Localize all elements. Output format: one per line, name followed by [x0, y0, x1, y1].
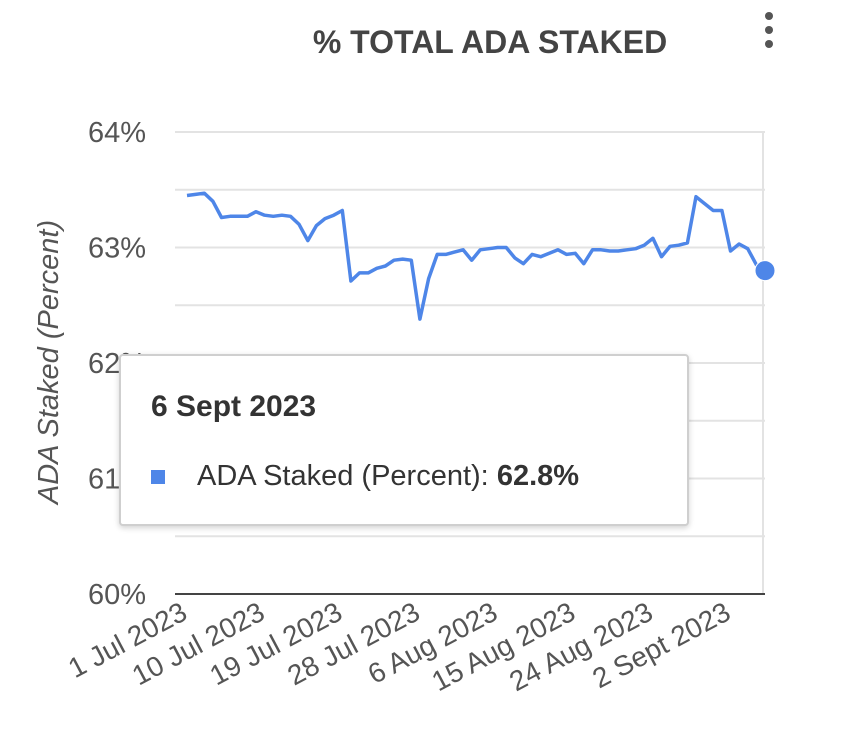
tooltip-value: 62.8% [496, 460, 580, 492]
y-axis-label: ADA Staked (Percent) [33, 220, 65, 506]
menu-dot [765, 12, 773, 20]
menu-dot [765, 26, 773, 34]
tooltip: 6 Sept 2023 ADA Staked (Percent): 62.8% [119, 354, 689, 526]
tooltip-row: ADA Staked (Percent): 62.8% [197, 460, 579, 493]
y-tick-label: 64% [88, 117, 146, 149]
series-swatch [151, 470, 165, 484]
tooltip-series-label: ADA Staked (Percent): [197, 460, 497, 492]
y-tick-label: 60% [88, 579, 146, 611]
menu-dot [765, 40, 773, 48]
series-line-ada-staked [186, 191, 766, 321]
highlighted-data-point [754, 260, 776, 282]
more-vert-icon[interactable] [755, 10, 785, 50]
chart-title: % TOTAL ADA STAKED [312, 24, 668, 60]
y-tick-label: 63% [88, 233, 146, 265]
tooltip-date: 6 Sept 2023 [151, 390, 317, 423]
series-layer [186, 191, 776, 321]
